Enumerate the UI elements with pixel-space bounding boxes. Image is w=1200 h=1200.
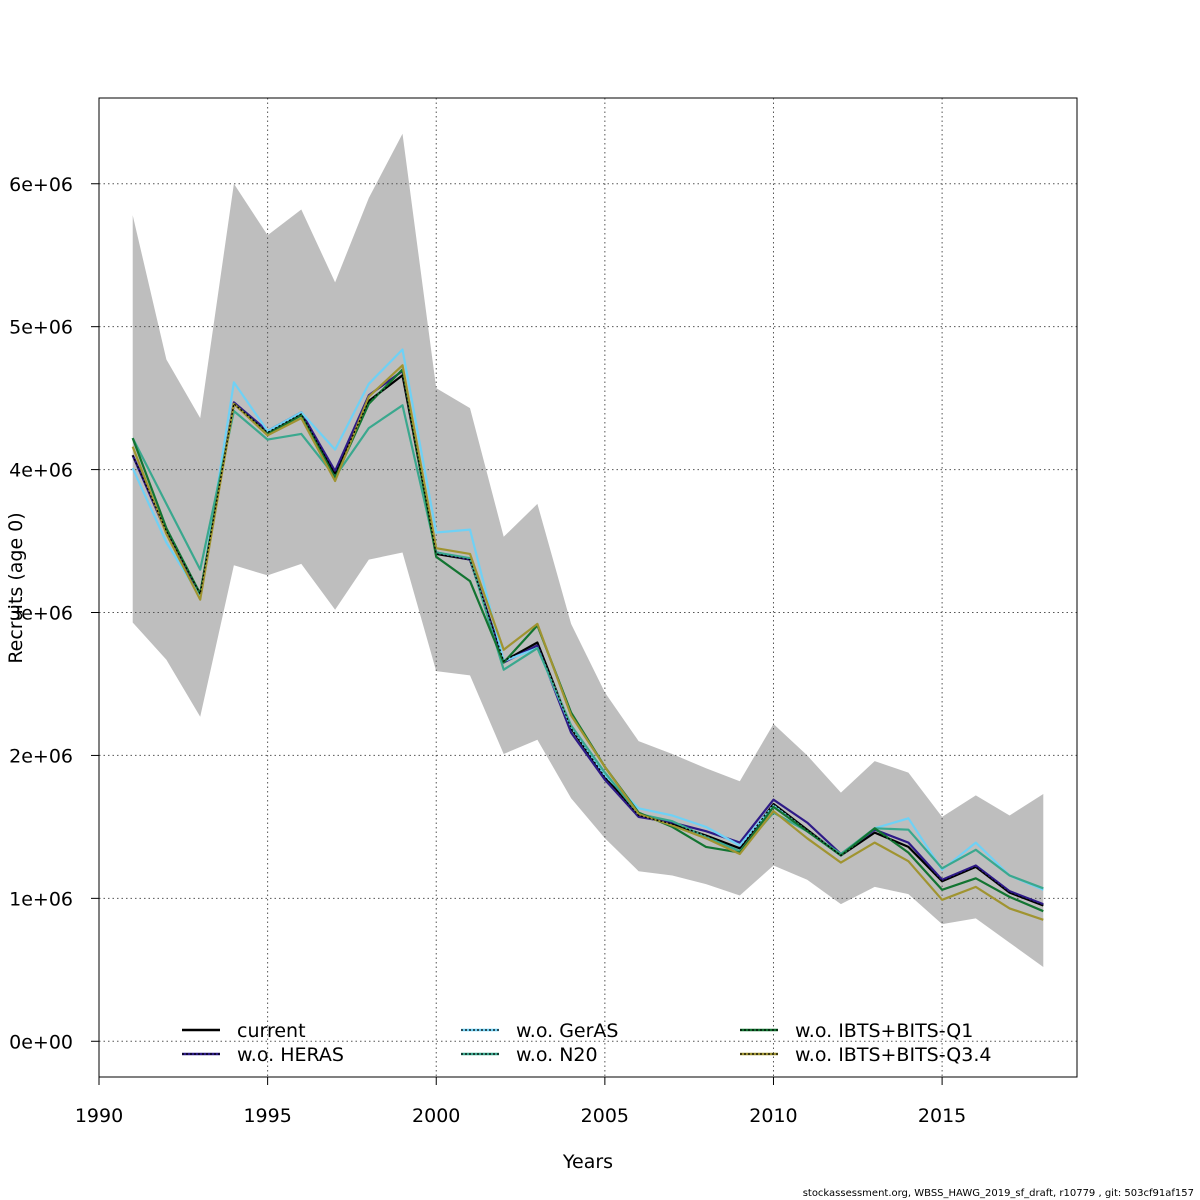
legend-label: w.o. HERAS (237, 1044, 344, 1066)
legend-label: w.o. GerAS (516, 1020, 619, 1042)
legend-label: w.o. N20 (516, 1044, 598, 1066)
y-tick-label: 1e+06 (9, 888, 73, 910)
series-line-5 (131, 364, 1044, 921)
footer-note: stockassessment.org, WBSS_HAWG_2019_sf_d… (803, 1188, 1194, 1199)
series-line-2 (131, 348, 1044, 891)
y-tick-label: 4e+06 (9, 460, 73, 482)
y-tick-label: 5e+06 (9, 317, 73, 339)
confidence-band (132, 133, 1044, 967)
confidence-band-layer (132, 133, 1044, 967)
x-tick-label: 1990 (75, 1105, 123, 1127)
series-line-3 (131, 404, 1044, 890)
legend-label: w.o. IBTS+BITS-Q3.4 (795, 1044, 991, 1066)
grid-layer (98, 98, 1077, 1077)
y-tick-label: 3e+06 (9, 603, 73, 625)
legend-label: current (237, 1020, 306, 1042)
axis-layer: 1990 1995 2000 2005 2010 2015 0e+00 1e+06 2e+06 3… (9, 174, 966, 1127)
series-layer (131, 348, 1044, 921)
x-tick-label: 1995 (243, 1105, 291, 1127)
x-axis-title: Years (562, 1151, 613, 1173)
y-tick-label: 2e+06 (9, 745, 73, 767)
x-tick-label: 2005 (581, 1105, 629, 1127)
y-tick-label: 0e+00 (9, 1031, 73, 1053)
series-line-current-dotted (132, 374, 1044, 907)
y-axis-title: Recruits (age 0) (5, 512, 27, 663)
y-tick-label: 6e+06 (9, 174, 73, 196)
x-tick-label: 2015 (918, 1105, 966, 1127)
x-tick-label: 2000 (412, 1105, 460, 1127)
x-tick-label: 2010 (749, 1105, 797, 1127)
legend-label: w.o. IBTS+BITS-Q1 (795, 1020, 973, 1042)
